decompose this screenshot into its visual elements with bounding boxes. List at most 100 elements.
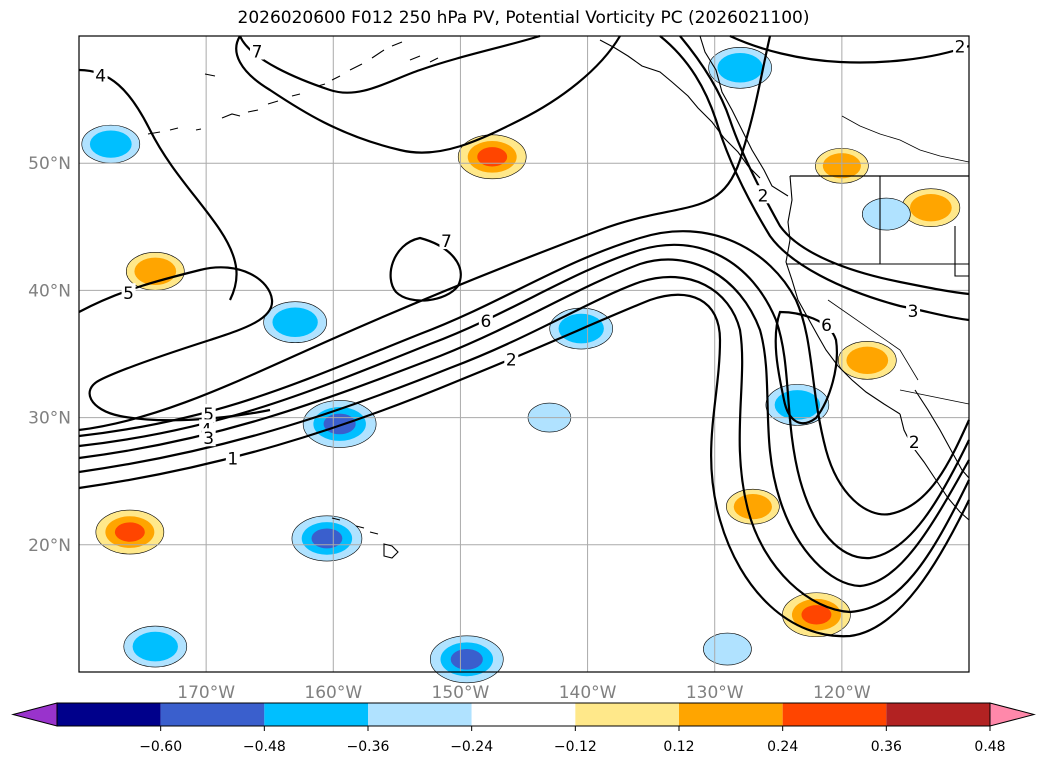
contour-label-bg-7 [201,404,216,423]
mexico-border [899,389,970,405]
pv-contour-2-upper [78,35,772,432]
contour-label-9: 3 [203,429,214,449]
longitude-labels: 170°W 160°W 150°W 140°W 130°W 120°W [177,683,871,703]
lat-tick-label: 40°N [28,281,71,301]
pv-contour-5 [78,243,970,560]
contour-label-bg-4 [439,231,454,250]
contour-label-2: 2 [955,37,966,57]
hawaii-islands [331,517,399,559]
gulf-california [914,389,970,479]
pv-contour-6 [78,230,971,516]
lat-tick-label: 30°N [28,409,71,429]
pv-contour-4 [78,258,970,588]
lon-tick-label: 120°W [813,683,871,703]
contour-label-bg-1 [93,65,108,84]
alaska-coast [699,35,789,197]
lat-tick-label: 50°N [28,154,71,174]
pv-anomaly-2-level-2 [114,522,145,542]
contour-label-4: 7 [441,232,452,252]
contour-label-5: 6 [480,312,491,332]
pv-contours [78,34,971,638]
contour-label-1: 4 [95,67,106,87]
lon-tick-label: 150°W [432,683,490,703]
chart-title: 2026020600 F012 250 hPa PV, Potential Vo… [237,8,810,28]
pv-anomaly-3-level-2 [801,605,832,625]
pv-contour-loop-ne [729,35,970,64]
aleutian-islands [204,41,439,119]
california-coast [797,299,901,415]
colorbar-segment-4 [368,703,472,726]
colorbar-tick-label: −0.24 [450,739,493,755]
contour-label-bg-14 [907,432,922,451]
colorbar-segment-3 [264,703,368,726]
colorbar-segment-9 [886,703,990,726]
contour-label-bg-9 [201,428,216,447]
pv-contour-7-left [238,34,541,94]
lon-tick-label: 130°W [686,683,744,703]
pv-contour-7-closed [389,236,462,302]
pv-contour-5-left [78,266,274,422]
contour-label-6: 2 [506,350,517,370]
colorbar-tick-label: 0.24 [767,739,798,755]
contour-label-10: 1 [227,450,238,470]
pv-contour-4-left [78,68,238,301]
pv-anomaly-4-level-1 [846,346,889,375]
colorbar-tick-label: 0.48 [974,739,1005,755]
colorbar-segment-2 [160,703,265,726]
pv-anomaly-7-level-1 [733,494,772,520]
pv-anomaly-16-level-1 [717,53,763,83]
contour-label-13: 3 [908,302,919,322]
contour-label-11: 2 [758,186,769,206]
pv-anomaly-15-level-1 [132,631,178,662]
pv-anomaly-0-level-2 [477,147,508,167]
pv-contour-2-north [679,35,970,296]
colorbar-tick-label: −0.60 [139,739,182,755]
pv-anomaly-13-level-1 [774,390,821,420]
colorbar-segment-5 [471,703,576,726]
colorbar-tick-label: −0.48 [243,739,286,755]
pv-anomaly-18-level-0 [703,632,752,666]
latitude-labels: 20°N 30°N 40°N 50°N [28,154,71,556]
lon-tick-label: 140°W [559,683,617,703]
pv-contour-loop-ridge [235,35,621,154]
colorbar-outline [56,702,991,727]
pv-contour-1 [78,293,970,638]
pv-contour-3-north [659,35,970,322]
colorbar-segment-8 [782,703,887,726]
pv-anomaly-8-level-1 [89,130,132,158]
baja-coast [899,413,970,521]
lon-tick-label: 160°W [304,683,362,703]
gridlines [79,36,969,672]
map-frame [78,35,970,673]
contour-label-bg-3 [121,283,136,302]
lat-tick-label: 20°N [28,536,71,556]
pv-anomaly-9-level-1 [272,307,318,337]
contour-label-14: 2 [909,433,920,453]
colorbar-segment-1 [57,703,161,726]
contour-label-bg-6 [504,349,519,368]
contour-label-12: 6 [821,316,832,336]
bc-wa-coast [785,175,799,301]
colorbar-segment-6 [575,703,679,726]
pv-anomaly-10-level-2 [323,413,356,435]
pv-anomaly-fills [81,47,961,684]
pv-anomaly-5-level-1 [909,194,952,222]
state-line-3 [954,226,969,277]
pv-contour-labels: 742576254312632 [93,36,968,470]
alaska-panhandle [599,39,761,179]
colorbar-segment-7 [679,703,783,726]
pv-anomaly-11-level-2 [311,528,343,549]
pv-contour-3 [78,276,970,614]
contour-label-bg-11 [756,185,771,204]
colorbar-tick-label: −0.12 [554,739,597,755]
colorbar: −0.60 −0.48 −0.36 −0.24 −0.12 0.12 0.24 0.36 0.4… [11,702,1036,755]
contour-label-bg-12 [819,315,834,334]
colorbar-tick-label: 0.12 [663,739,694,755]
pv-anomaly-17-level-0 [862,197,911,231]
coastlines [95,35,970,559]
colorbar-extend-high [989,702,1036,727]
contour-label-0: 7 [252,43,263,63]
contour-label-3: 5 [123,284,134,304]
colorbar-tick-label: 0.36 [871,739,902,755]
